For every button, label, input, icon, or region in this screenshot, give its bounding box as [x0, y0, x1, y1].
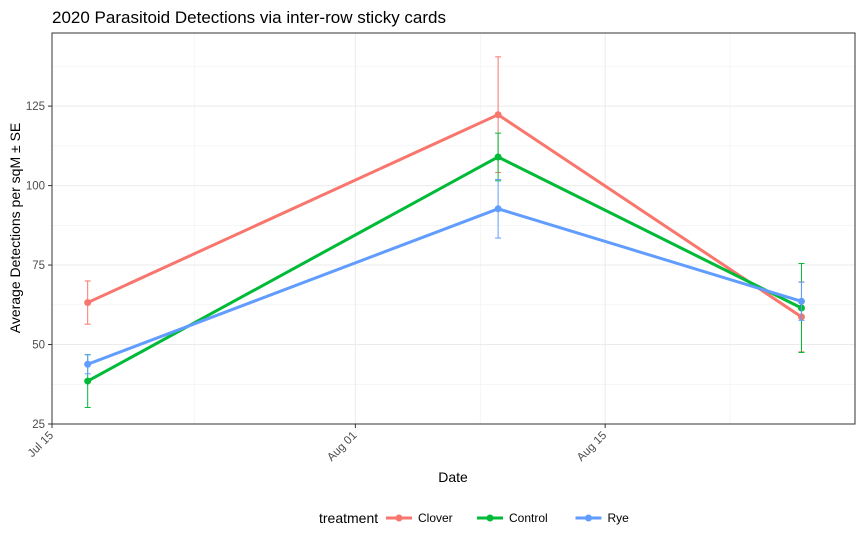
series-rye: [84, 179, 805, 375]
y-tick-label: 50: [32, 340, 45, 352]
panel-border: [51, 32, 856, 425]
axis-ticks: 25 50 75 100 125 Jul 15 Aug 01 Aug 15: [26, 101, 609, 464]
legend-item-control: Control: [477, 511, 548, 525]
y-tick-label: 125: [26, 101, 45, 113]
x-tick-label: Aug 15: [575, 430, 609, 464]
legend-key-point: [486, 514, 494, 522]
data-point: [797, 297, 805, 305]
legend-items: Clover Control Rye: [386, 511, 629, 525]
data-point: [84, 360, 92, 368]
y-tick-label: 25: [32, 419, 45, 431]
grid: [51, 33, 855, 425]
legend-item-rye: Rye: [575, 511, 630, 525]
data-point: [84, 377, 92, 385]
y-tick-label: 100: [26, 181, 45, 193]
data-point: [494, 153, 502, 161]
series-clover: [84, 56, 805, 353]
data-point: [84, 299, 92, 307]
legend-key-point: [585, 514, 592, 522]
legend-label: Clover: [418, 511, 453, 525]
x-tick-label: Aug 01: [325, 430, 359, 464]
x-tick-label: Jul 15: [26, 430, 56, 460]
legend-label: Control: [509, 511, 548, 525]
y-axis-title: Average Detections per sqM ± SE: [7, 123, 23, 334]
legend-key-point: [395, 514, 403, 522]
legend-item-clover: Clover: [386, 511, 453, 525]
y-tick-label: 75: [32, 260, 45, 272]
chart-title: 2020 Parasitoid Detections via inter-row…: [52, 8, 446, 27]
x-axis-title: Date: [438, 469, 468, 485]
legend-title: treatment: [319, 510, 378, 526]
legend: treatment Clover Control Rye: [319, 510, 629, 526]
legend-label: Rye: [608, 511, 630, 525]
series-layer: [84, 56, 805, 408]
data-point: [494, 111, 502, 119]
data-point: [494, 205, 502, 213]
